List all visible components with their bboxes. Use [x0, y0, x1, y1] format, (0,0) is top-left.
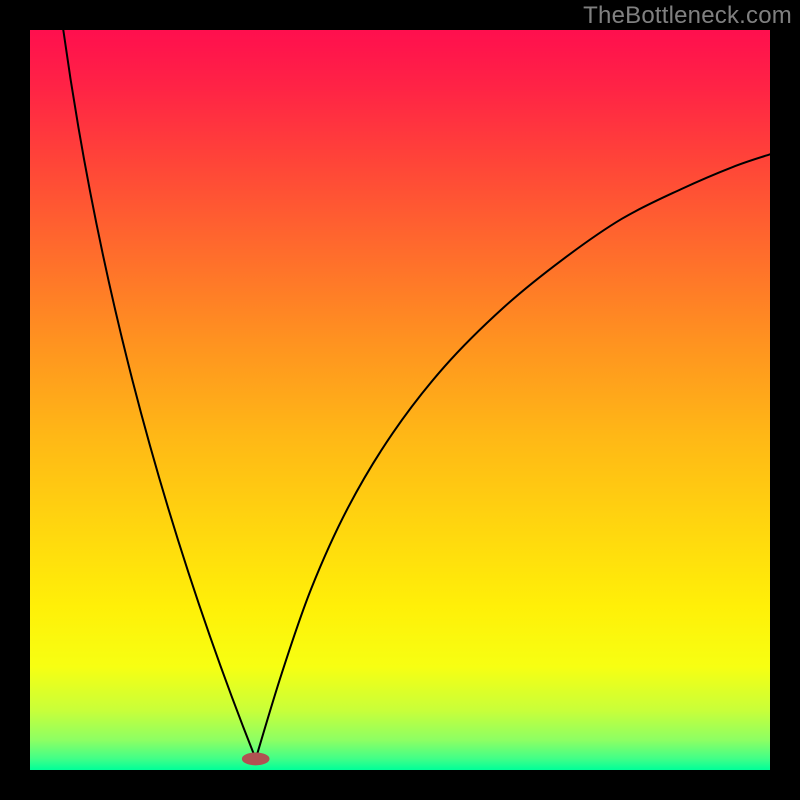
chart-svg [0, 0, 800, 800]
frame: TheBottleneck.com [0, 0, 800, 800]
watermark-text: TheBottleneck.com [583, 2, 792, 30]
